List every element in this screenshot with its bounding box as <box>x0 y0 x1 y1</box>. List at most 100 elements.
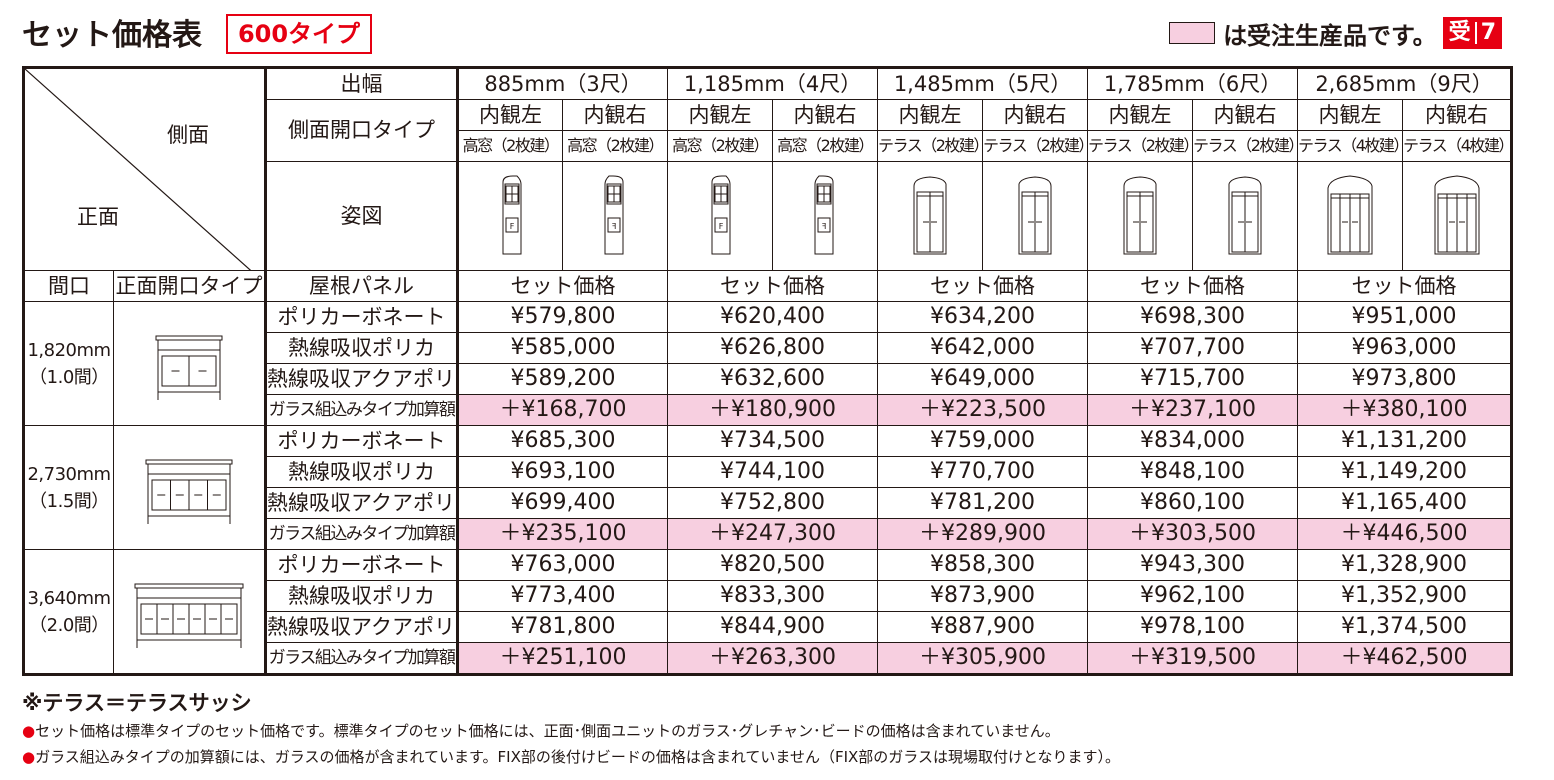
glass-addition-price: ＋¥446,500 <box>1297 518 1513 550</box>
set-price: ¥1,165,400 <box>1297 487 1513 519</box>
glass-addition-price: ＋¥305,900 <box>877 642 1089 675</box>
set-price: ¥585,000 <box>455 332 669 364</box>
note-2: ●ガラス組込みタイプの加算額には、ガラスの価格が含まれています。FIX部の後付け… <box>22 744 1120 770</box>
width-header: 2,685mm（9尺） <box>1297 67 1513 100</box>
front-figure-cell <box>113 549 266 675</box>
legend-text: は受注生産品です。 <box>1223 21 1437 50</box>
set-price: ¥693,100 <box>455 456 669 488</box>
set-price: ¥844,900 <box>667 611 879 643</box>
frontage-ken: （1.0間） <box>29 366 109 388</box>
opening-direction: 内観左 <box>456 99 563 131</box>
opening-direction: 内観左 <box>1297 99 1404 131</box>
table-row: 2,730mm （1.5間） ポリカーボネート ¥685,300 ¥734,500 ¥75… <box>23 425 1513 550</box>
set-price: ¥963,000 <box>1297 332 1513 364</box>
set-price: ¥860,100 <box>1087 487 1299 519</box>
front-elevation-icon <box>145 459 233 524</box>
opening-direction: 内観左 <box>1087 99 1194 131</box>
set-price: ¥973,800 <box>1297 363 1513 395</box>
glass-addition-price: ＋¥251,100 <box>455 642 669 675</box>
glass-addition-price: ＋¥380,100 <box>1297 394 1513 426</box>
side-elevation-icon <box>1434 175 1480 255</box>
window-style: 高窓（2枚建） <box>561 130 669 162</box>
roof-panel-label: 熱線吸収ポリカ <box>264 580 458 612</box>
window-style: 高窓（2枚建） <box>667 130 774 162</box>
set-price: ¥626,800 <box>667 332 879 364</box>
set-price: ¥834,000 <box>1087 425 1299 457</box>
corner-diagonal <box>25 69 251 270</box>
figure-cell <box>1297 161 1404 271</box>
set-price: ¥752,800 <box>667 487 879 519</box>
set-price: ¥579,800 <box>455 301 669 333</box>
corner-front-label: 正面 <box>77 205 119 229</box>
bullet-icon: ● <box>22 748 36 766</box>
price-table: 側面 正面 出幅 885mm（3尺） 1,185mm（4尺） 1,485mm（5尺）… <box>22 66 1514 676</box>
figure-cell: F <box>772 161 879 271</box>
fix-mark: F <box>509 222 514 231</box>
set-price-header: セット価格 <box>1087 270 1299 302</box>
set-price: ¥1,352,900 <box>1297 580 1513 612</box>
glass-addition-price: ＋¥223,500 <box>877 394 1089 426</box>
table-row: 3,640mm （2.0間） ポリカーボネート ¥763,000 ¥820,500 ¥85… <box>23 549 1513 675</box>
roof-panel-label: 熱線吸収アクアポリカ <box>264 363 458 395</box>
roof-panel-label: ポリカーボネート <box>264 549 458 581</box>
label-figure: 姿図 <box>264 161 458 271</box>
opening-direction: 内観右 <box>1402 99 1513 131</box>
set-price: ¥759,000 <box>877 425 1089 457</box>
table-row: 熱線吸収ポリカ ¥773,400 ¥833,300 ¥873,900 ¥962,100 ¥… <box>24 580 1513 612</box>
side-elevation-icon: F <box>814 175 834 255</box>
set-price-header: セット価格 <box>667 270 879 302</box>
window-style: 高窓（2枚建） <box>772 130 879 162</box>
glass-addition-price: ＋¥235,100 <box>455 518 669 550</box>
side-elevation-icon: F <box>502 175 521 255</box>
bullet-icon: ● <box>22 722 36 740</box>
figure-cell <box>1087 161 1194 271</box>
frontage-mm: 2,730mm <box>27 463 111 485</box>
set-price: ¥773,400 <box>455 580 669 612</box>
set-price: ¥632,600 <box>667 363 879 395</box>
set-price: ¥781,200 <box>877 487 1089 519</box>
side-elevation-icon <box>1327 175 1373 255</box>
label-maguchi: 間口 <box>23 270 114 302</box>
fix-mark: F <box>821 222 826 231</box>
set-price: ¥649,000 <box>877 363 1089 395</box>
glass-addition-price: ＋¥180,900 <box>667 394 879 426</box>
glass-addition-label: ガラス組込みタイプ加算額 <box>264 518 458 550</box>
frontage-ken: （2.0間） <box>29 614 109 636</box>
window-style: テラス（2枚建） <box>982 130 1089 162</box>
roof-panel-label: ポリカーボネート <box>264 425 458 457</box>
window-style: テラス（2枚建） <box>877 130 984 162</box>
opening-direction: 内観右 <box>1192 99 1299 131</box>
side-elevation-icon: F <box>711 175 731 255</box>
figure-cell: F <box>667 161 774 271</box>
opening-direction: 内観右 <box>982 99 1089 131</box>
glass-addition-price: ＋¥462,500 <box>1297 642 1513 675</box>
frontage-mm: 1,820mm <box>27 339 111 361</box>
badge-number: 7 <box>1480 20 1496 45</box>
set-price: ¥634,200 <box>877 301 1089 333</box>
frontage-width: 3,640mm （2.0間） <box>23 549 114 675</box>
width-header: 1,485mm（5尺） <box>877 67 1089 100</box>
opening-direction: 内観右 <box>772 99 879 131</box>
set-price: ¥962,100 <box>1087 580 1299 612</box>
width-header: 1,785mm（6尺） <box>1087 67 1299 100</box>
set-price: ¥1,328,900 <box>1297 549 1513 581</box>
set-price: ¥887,900 <box>877 611 1089 643</box>
front-elevation-icon <box>134 583 244 648</box>
roof-panel-label: ポリカーボネート <box>264 301 458 333</box>
glass-addition-price: ＋¥303,500 <box>1087 518 1299 550</box>
note-1: ●セット価格は標準タイプのセット価格です。標準タイプのセット価格には、正面･側面… <box>22 718 1120 744</box>
figure-cell <box>877 161 984 271</box>
set-price: ¥951,000 <box>1297 301 1513 333</box>
figure-cell <box>982 161 1089 271</box>
corner-cell: 側面 正面 <box>23 67 266 271</box>
label-front-type: 正面開口タイプ <box>113 270 266 302</box>
table-row: 1,820mm （1.0間） ポリカーボネート ¥579,800 ¥620,400 ¥63… <box>23 301 1513 426</box>
set-price: ¥943,300 <box>1087 549 1299 581</box>
set-price: ¥685,300 <box>455 425 669 457</box>
opening-direction: 内観左 <box>877 99 984 131</box>
glass-addition-label: ガラス組込みタイプ加算額 <box>264 394 458 426</box>
table-row: ガラス組込みタイプ加算額 ＋¥251,100 ＋¥263,300 ＋¥305,900 ＋… <box>24 642 1513 675</box>
table-row: 熱線吸収ポリカ ¥585,000 ¥626,800 ¥642,000 ¥707,700 ¥… <box>24 332 1513 364</box>
set-price: ¥848,100 <box>1087 456 1299 488</box>
